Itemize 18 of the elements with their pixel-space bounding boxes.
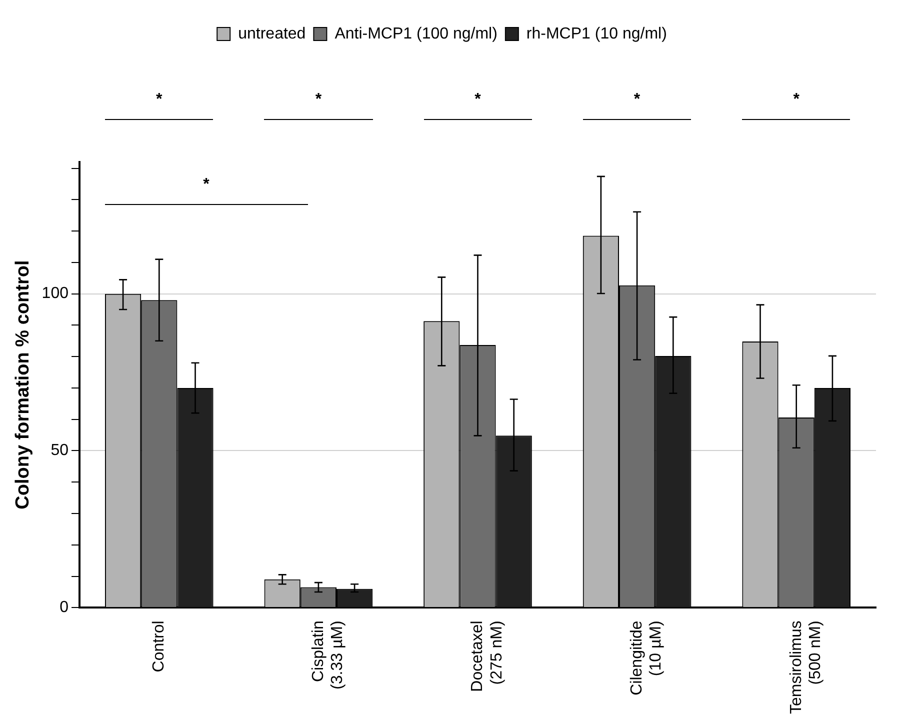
text: * — [155, 91, 164, 109]
text: * — [632, 91, 642, 109]
text: * — [314, 91, 323, 109]
x-tick-label: Temsirolimus (500 nM) — [788, 620, 824, 714]
annotation: * — [202, 176, 210, 194]
legend-label: rh-MCP1 (10 ng/ml) — [526, 25, 667, 42]
x-tick-label: Cilengitide (10 µM) — [628, 620, 665, 696]
y-axis-title: Colony formation % control — [12, 260, 34, 510]
text: * — [474, 91, 482, 109]
x-tick-label: Control — [150, 620, 168, 672]
x-tick-label: Cisplatin (3.33 µM) — [310, 620, 346, 690]
y-tick-label: 50 — [50, 442, 69, 460]
text: * — [792, 91, 800, 109]
y-tick-label: 0 — [60, 599, 69, 616]
y-tick-label: 100 — [42, 285, 69, 302]
x-tick-label: Docetaxel (275 nM) — [469, 620, 506, 692]
legend-label: untreated — [238, 25, 306, 42]
legend-label: Anti-MCP1 (100 ng/ml) — [334, 25, 498, 42]
